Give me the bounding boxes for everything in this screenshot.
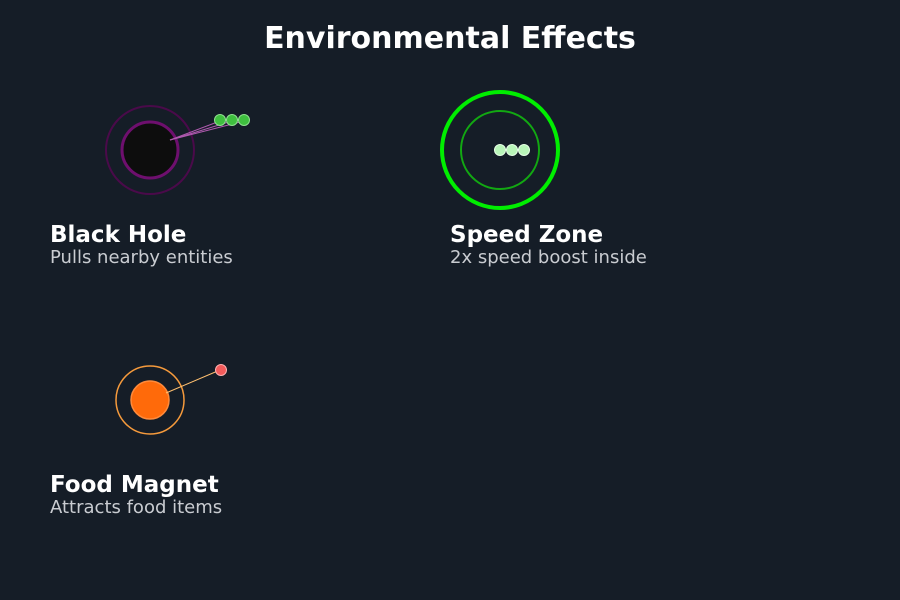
entity-particle xyxy=(518,144,530,156)
entity-particle xyxy=(226,114,238,126)
effect-name: Food Magnet xyxy=(50,472,219,498)
entity-particle xyxy=(238,114,250,126)
effect-name: Speed Zone xyxy=(450,222,604,248)
effect-description: Attracts food items xyxy=(50,497,223,518)
entity-particle xyxy=(214,114,226,126)
pull-line xyxy=(169,120,221,141)
effect-name: Black Hole xyxy=(50,222,187,248)
speed-zone-inner-ring xyxy=(460,110,540,190)
entity-particle xyxy=(494,144,506,156)
food-magnet-core xyxy=(130,380,170,420)
food-magnet-ring xyxy=(115,365,185,435)
food-item xyxy=(215,364,227,376)
effect-description: 2x speed boost inside xyxy=(450,247,647,268)
black-hole-outer-ring xyxy=(105,105,195,195)
attract-line xyxy=(165,369,221,394)
entity-particle xyxy=(506,144,518,156)
effect-description: Pulls nearby entities xyxy=(50,247,233,268)
black-hole-core xyxy=(120,120,180,180)
speed-zone-outer-ring xyxy=(440,90,560,210)
page-title: Environmental Effects xyxy=(264,21,636,56)
